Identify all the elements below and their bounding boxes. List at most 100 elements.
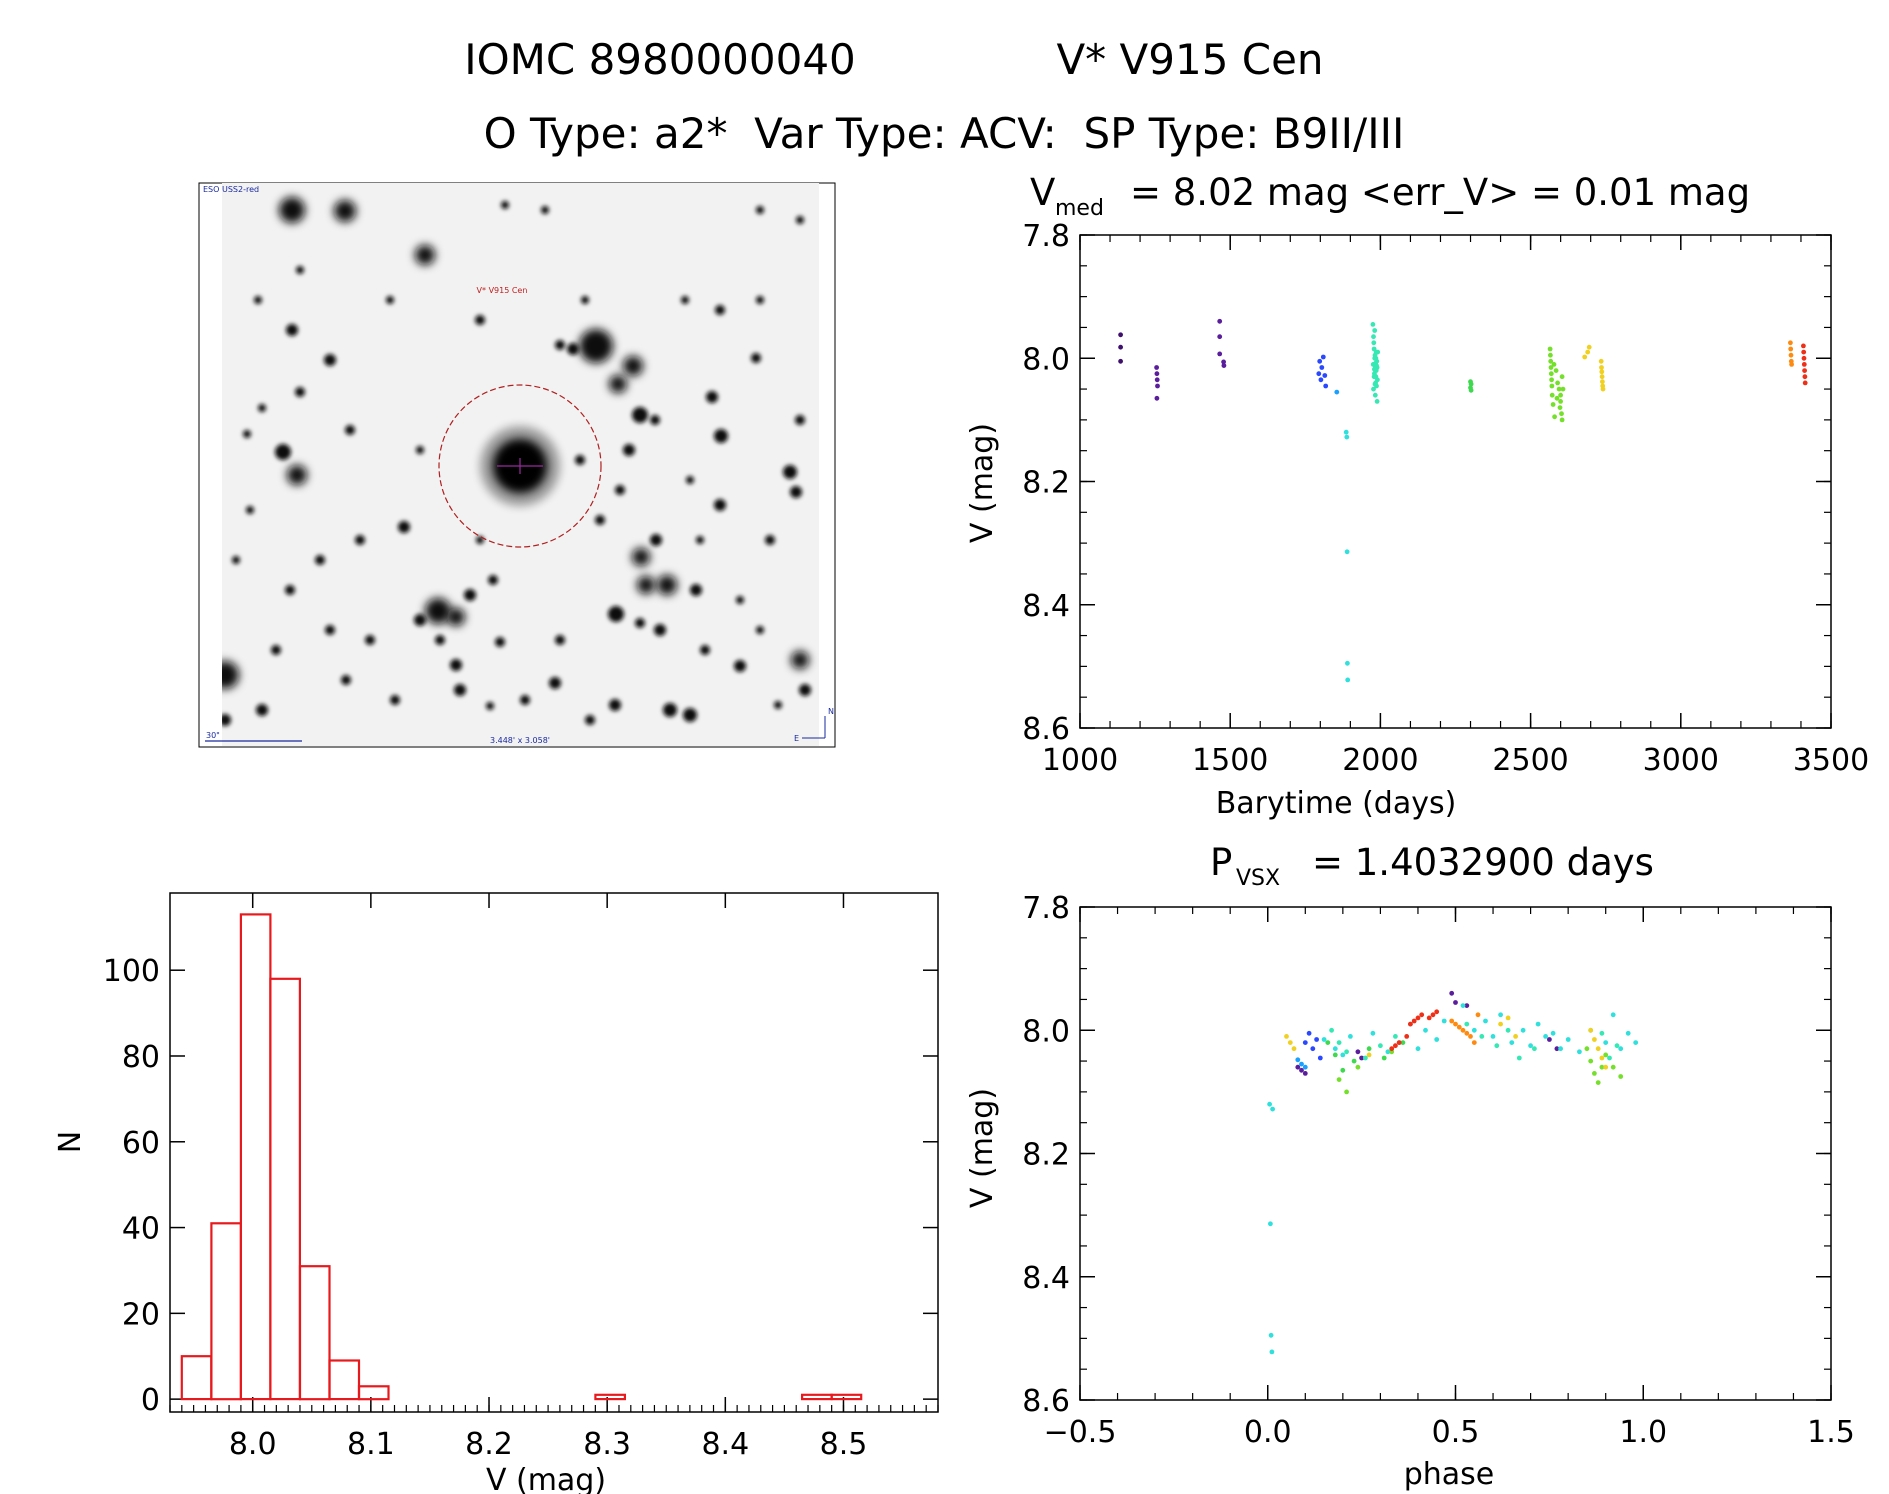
pc-point xyxy=(1434,1037,1440,1042)
star xyxy=(657,575,677,595)
star xyxy=(296,266,304,274)
lc-point xyxy=(1221,359,1226,365)
star xyxy=(799,684,811,696)
lc-point xyxy=(1551,362,1557,367)
lc-point xyxy=(1548,352,1553,358)
lc-title-sub: med xyxy=(1055,196,1104,221)
pc-point xyxy=(1528,1043,1533,1049)
pc-point xyxy=(1314,1037,1319,1042)
pc-point xyxy=(1513,1034,1518,1039)
pc-point xyxy=(1302,1064,1308,1070)
star xyxy=(365,635,375,645)
pc-point xyxy=(1415,1015,1421,1021)
lc-point xyxy=(1557,405,1563,410)
star xyxy=(275,444,291,460)
lc-point xyxy=(1345,677,1351,683)
lc-y-tick-label: 8.0 xyxy=(1022,342,1070,377)
star xyxy=(756,296,764,304)
sky-image-panel: ESO USS2-red V* V915 Cen 30" 3.448' x 3.… xyxy=(198,182,836,748)
pc-y-tick-label: 7.8 xyxy=(1022,891,1070,926)
lc-point xyxy=(1371,334,1376,340)
hist-x-tick-label: 8.1 xyxy=(347,1427,395,1462)
lc-point xyxy=(1802,380,1808,386)
pc-point xyxy=(1381,1055,1387,1061)
lc-y-tick-label: 8.4 xyxy=(1022,589,1070,624)
star xyxy=(700,645,710,655)
pc-point xyxy=(1359,1055,1364,1061)
light-curve-plot: V med = 8.02 mag <err_V> = 0.01 mag Bary… xyxy=(965,171,1869,821)
lc-point xyxy=(1598,358,1604,364)
lc-point xyxy=(1316,371,1322,377)
pc-point xyxy=(1269,1349,1275,1355)
lc-point xyxy=(1319,365,1325,370)
pc-point xyxy=(1419,1012,1425,1018)
pc-point xyxy=(1404,1034,1410,1039)
hist-bar xyxy=(328,1359,361,1401)
star xyxy=(435,635,445,645)
pc-point xyxy=(1378,1043,1383,1049)
pc-point xyxy=(1268,1332,1274,1338)
pc-point xyxy=(1547,1037,1552,1042)
lc-point xyxy=(1559,374,1565,380)
compass-n: N xyxy=(828,707,834,716)
pc-point xyxy=(1400,1040,1406,1045)
phase-curve-plot: P VSX = 1.4032900 days phase V (mag) −0.… xyxy=(965,841,1855,1492)
pc-point xyxy=(1340,1052,1346,1058)
pc-point xyxy=(1453,1000,1458,1005)
lc-y-tick-label: 8.2 xyxy=(1022,466,1070,501)
pc-point xyxy=(1558,1046,1563,1052)
pc-point xyxy=(1284,1034,1289,1039)
lc-point xyxy=(1322,373,1328,378)
lc-point xyxy=(1801,349,1807,355)
hist-y-tick-label: 60 xyxy=(122,1126,160,1161)
star xyxy=(683,708,697,722)
pc-point xyxy=(1498,1012,1503,1018)
hist-bar xyxy=(830,1393,863,1401)
lc-point xyxy=(1217,351,1223,357)
pc-point xyxy=(1456,1024,1462,1030)
pc-point xyxy=(1299,1067,1304,1073)
lc-point xyxy=(1154,395,1160,401)
pc-point xyxy=(1449,990,1455,996)
star xyxy=(476,536,484,544)
star xyxy=(243,430,251,438)
target-label: V* V915 Cen xyxy=(477,286,528,295)
pc-point xyxy=(1614,1043,1620,1049)
lc-point xyxy=(1549,377,1554,383)
lc-point xyxy=(1375,377,1380,383)
pc-point xyxy=(1607,1055,1612,1061)
pc-point xyxy=(1291,1046,1297,1052)
lc-point xyxy=(1217,318,1223,324)
lc-point xyxy=(1118,332,1123,338)
hist-y-label: N xyxy=(53,1131,88,1153)
star xyxy=(258,404,266,412)
lc-point xyxy=(1802,374,1808,380)
lc-point xyxy=(1118,358,1123,364)
lc-point xyxy=(1788,340,1793,346)
star xyxy=(609,375,627,393)
lc-point xyxy=(1554,395,1560,401)
lc-point xyxy=(1217,334,1223,340)
pc-point xyxy=(1385,1049,1391,1055)
hist-x-label: V (mag) xyxy=(486,1463,606,1494)
star xyxy=(334,200,356,222)
star xyxy=(285,585,295,595)
pc-point xyxy=(1610,1012,1616,1018)
star xyxy=(791,651,809,669)
hist-bar xyxy=(800,1393,833,1401)
star xyxy=(488,575,498,585)
star xyxy=(609,699,621,711)
scale-label: 30" xyxy=(206,731,220,740)
pc-point xyxy=(1332,1052,1338,1058)
star xyxy=(386,296,394,304)
star xyxy=(486,702,494,710)
main-title-id: IOMC 8980000040 xyxy=(464,35,856,84)
lc-point xyxy=(1788,346,1794,352)
pc-point xyxy=(1599,1030,1605,1036)
pc-point xyxy=(1535,1021,1541,1027)
pc-point xyxy=(1464,1021,1470,1027)
pc-point xyxy=(1554,1046,1560,1052)
star xyxy=(608,606,624,622)
pc-point xyxy=(1471,1027,1477,1033)
pc-point xyxy=(1460,1003,1466,1008)
